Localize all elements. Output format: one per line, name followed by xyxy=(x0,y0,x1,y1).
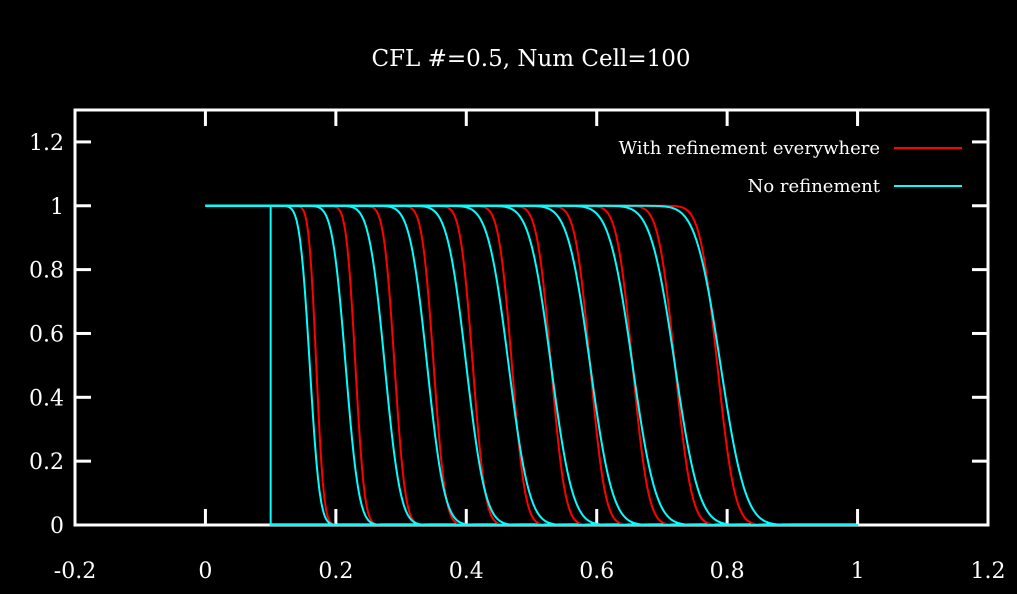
x-tick-label: 0.6 xyxy=(579,559,614,584)
series-1-initial-step xyxy=(205,204,858,526)
y-tick-label: 1 xyxy=(50,195,64,220)
legend-label: No refinement xyxy=(748,176,881,197)
series-0-profile-0 xyxy=(205,204,858,526)
y-tick-label: 0 xyxy=(50,514,64,539)
y-tick-label: 0.4 xyxy=(29,386,64,411)
series-0-profile-4 xyxy=(205,204,858,526)
series-0-profile-6 xyxy=(205,204,858,526)
series-lines xyxy=(205,204,858,526)
chart-title: CFL #=0.5, Num Cell=100 xyxy=(371,46,690,72)
series-1-profile-5 xyxy=(205,204,858,526)
legend-label: With refinement everywhere xyxy=(619,138,880,159)
series-1-profile-9 xyxy=(205,204,858,526)
legend: With refinement everywhere No refinement xyxy=(619,138,962,197)
series-1-profile-4 xyxy=(205,204,858,526)
x-tick-label: 0.2 xyxy=(318,559,353,584)
x-tick-label: 0 xyxy=(198,559,212,584)
y-tick-label: 0.8 xyxy=(29,259,64,284)
series-1-profile-10 xyxy=(205,204,858,526)
series-0-profile-9 xyxy=(205,204,858,526)
series-1-profile-2 xyxy=(205,204,858,526)
x-tick-label: 1 xyxy=(851,559,865,584)
series-1-profile-8 xyxy=(205,204,858,526)
x-tick-label: 0.8 xyxy=(710,559,745,584)
axis-ticks xyxy=(73,110,990,527)
series-1-profile-3 xyxy=(205,204,858,526)
x-tick-label: 0.4 xyxy=(449,559,484,584)
axis-tick-labels: -0.2 0 0.2 0.4 0.6 0.8 1 1.2 0 0.2 0.4 0.6 0.8 1 1.2 xyxy=(29,131,1006,584)
x-tick-label: 1.2 xyxy=(971,559,1006,584)
y-tick-label: 0.2 xyxy=(29,450,64,475)
x-tick-label: -0.2 xyxy=(54,559,96,584)
series-1-profile-0 xyxy=(205,204,858,526)
series-1-profile-7 xyxy=(205,204,858,526)
series-0-profile-2 xyxy=(205,204,858,526)
y-tick-label: 1.2 xyxy=(29,131,64,156)
series-0-profile-5 xyxy=(205,204,858,526)
series-1-profile-1 xyxy=(205,204,858,526)
plot-frame xyxy=(73,108,990,527)
series-0-profile-8 xyxy=(205,204,858,526)
y-tick-label: 0.6 xyxy=(29,322,64,347)
series-0-profile-3 xyxy=(205,204,858,526)
series-1-profile-6 xyxy=(205,204,858,526)
series-0-profile-7 xyxy=(205,204,858,526)
series-0-profile-1 xyxy=(205,204,858,526)
series-0-profile-10 xyxy=(205,204,858,526)
